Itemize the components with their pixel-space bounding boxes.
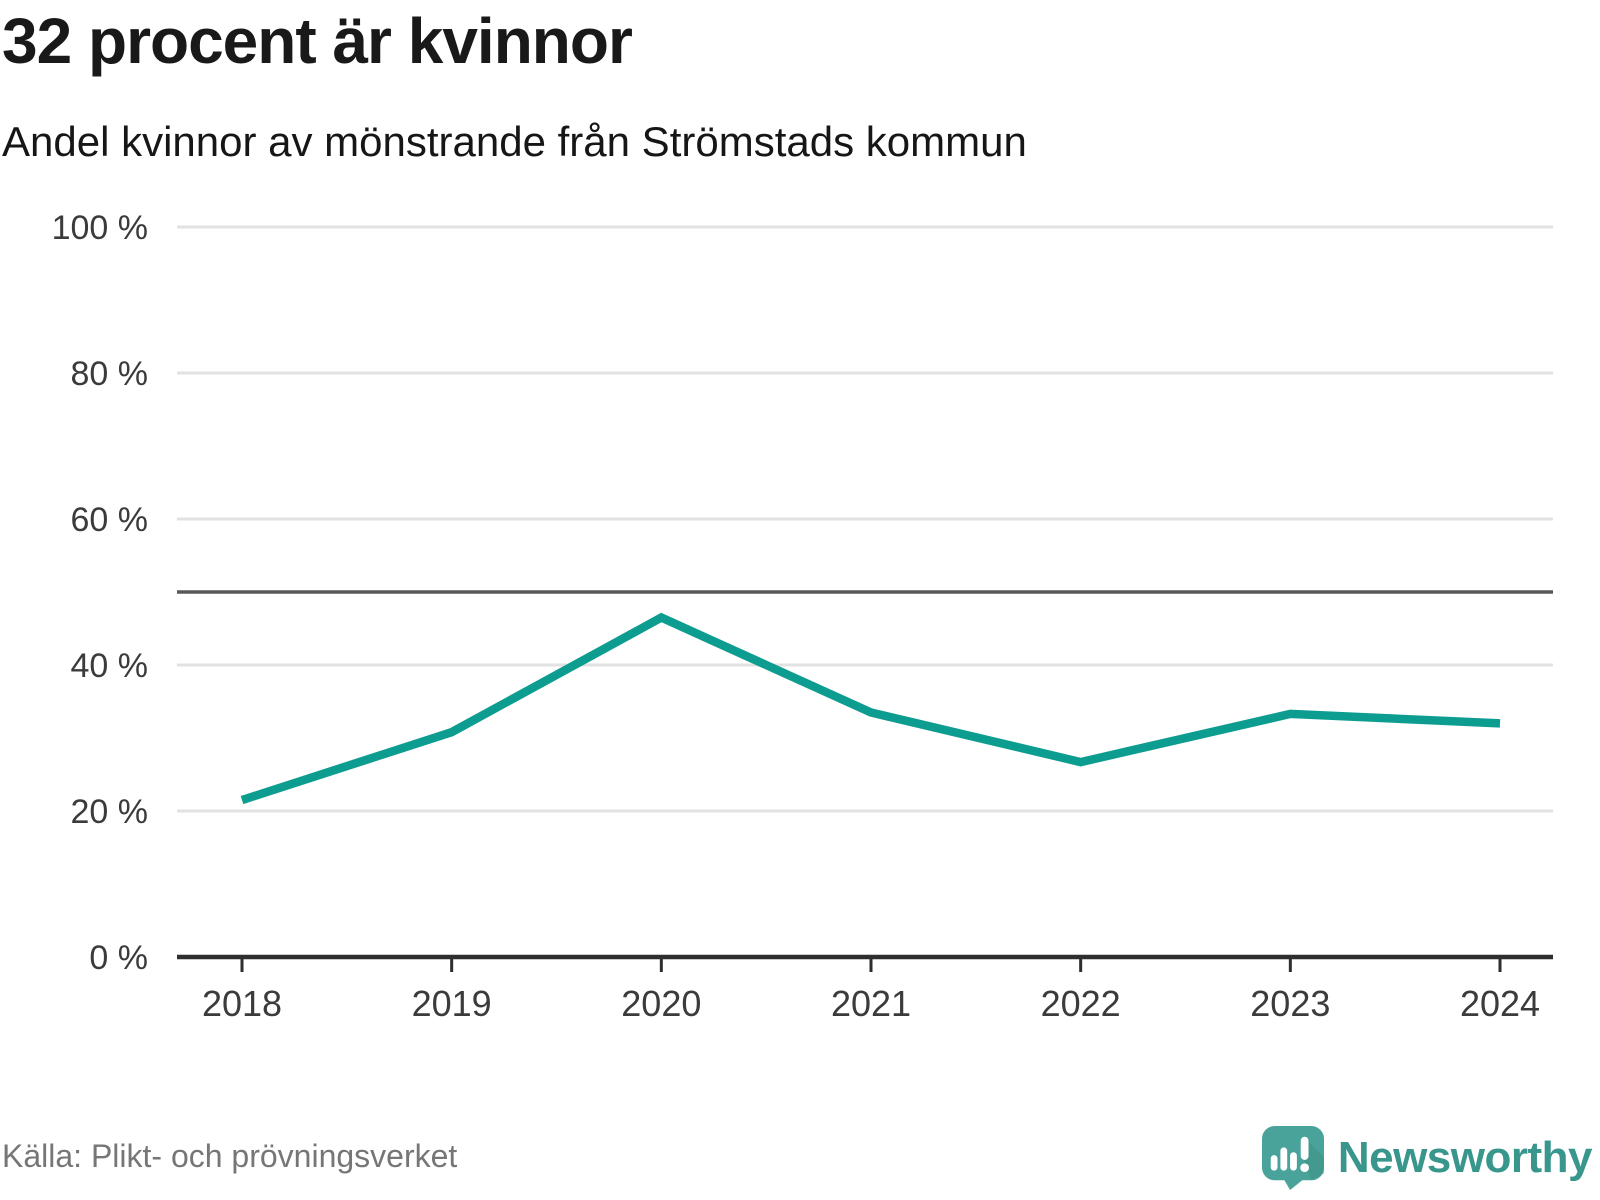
x-tick-label: 2021 xyxy=(831,983,911,1024)
y-tick-label: 80 % xyxy=(71,355,149,393)
x-tick-label: 2024 xyxy=(1460,983,1540,1024)
page-title: 32 procent är kvinnor xyxy=(2,5,633,77)
brand-name: Newsworthy xyxy=(1337,1133,1593,1182)
x-tick-label: 2019 xyxy=(412,983,492,1024)
chart-subtitle: Andel kvinnor av mönstrande från Strömst… xyxy=(2,118,1027,165)
x-tick-label: 2023 xyxy=(1250,983,1330,1024)
x-tick-label: 2020 xyxy=(621,983,701,1024)
y-tick-label: 40 % xyxy=(71,647,149,685)
y-tick-label: 100 % xyxy=(52,209,148,247)
data-line xyxy=(240,612,1501,805)
x-tick-label: 2022 xyxy=(1041,983,1121,1024)
source-note: Källa: Plikt- och prövningsverket xyxy=(2,1138,458,1174)
brand-lockup: Newsworthy xyxy=(1261,1126,1593,1190)
newsworthy-logo-icon xyxy=(1261,1126,1324,1190)
y-tick-label: 0 % xyxy=(89,939,148,977)
x-tick-label: 2018 xyxy=(202,983,282,1024)
y-tick-label: 60 % xyxy=(71,501,149,539)
y-tick-label: 20 % xyxy=(71,793,149,831)
